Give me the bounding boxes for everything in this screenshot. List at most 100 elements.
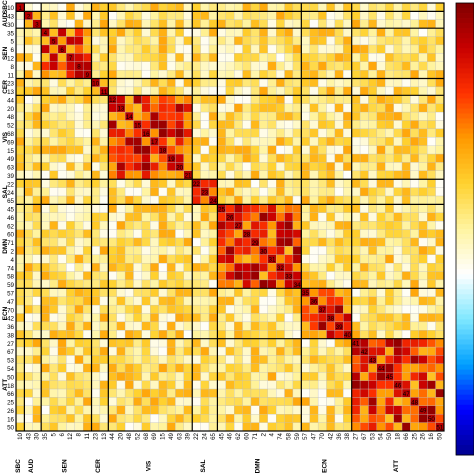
- heatmap-cell: [284, 170, 294, 180]
- heatmap-cell: [410, 414, 419, 423]
- colorbar-segment: [456, 319, 474, 325]
- heatmap-cell: [82, 422, 92, 432]
- heatmap-cell: [15, 397, 25, 406]
- colorbar-segment: [456, 439, 474, 446]
- row-label: 66: [7, 391, 14, 398]
- heatmap-cell: [141, 414, 151, 423]
- heatmap-cell: [108, 263, 117, 272]
- heatmap-cell: [250, 288, 260, 297]
- colorbar-segment: [456, 414, 474, 421]
- heatmap-cell: [284, 53, 294, 62]
- heatmap-cell: [292, 170, 302, 180]
- heatmap-cell: [158, 355, 168, 365]
- heatmap-cell: [242, 313, 252, 323]
- heatmap-cell: [141, 162, 151, 171]
- heatmap-cell: [393, 120, 403, 130]
- heatmap-cell: [158, 288, 168, 297]
- heatmap-cell: [284, 321, 294, 331]
- heatmap-cell: [158, 78, 168, 88]
- heatmap-cell: [108, 44, 117, 54]
- heatmap-cell: [242, 204, 252, 213]
- heatmap-cell: [217, 304, 226, 314]
- heatmap-cell: [376, 195, 386, 205]
- heatmap-cell: [410, 422, 419, 432]
- heatmap-cell: [217, 69, 226, 79]
- heatmap-cell: [292, 36, 302, 46]
- heatmap-cell: [116, 229, 126, 239]
- heatmap-cell: [15, 221, 25, 230]
- heatmap-cell: [116, 296, 126, 306]
- colorbar-segment: [456, 304, 474, 310]
- heatmap-cell: [267, 422, 277, 432]
- heatmap-cell: [242, 212, 252, 222]
- heatmap-cell: [108, 137, 117, 146]
- column-label: 71: [252, 432, 259, 439]
- heatmap-cell: [309, 11, 319, 20]
- heatmap-cell: [74, 195, 84, 205]
- heatmap-cell: [183, 128, 193, 138]
- heatmap-cell: [166, 204, 176, 213]
- heatmap-cell: [334, 271, 344, 281]
- heatmap-cell: [418, 372, 428, 381]
- heatmap-cell: [242, 397, 252, 406]
- heatmap-cell: [175, 355, 184, 365]
- heatmap-cell: [317, 397, 327, 406]
- colorbar-segment: [456, 279, 474, 285]
- colorbar-segment: [456, 188, 474, 195]
- heatmap-cell: [234, 212, 243, 222]
- colorbar-segment: [456, 309, 474, 315]
- heatmap-cell: [435, 388, 445, 398]
- heatmap-cell: [150, 53, 159, 62]
- heatmap-cell: [317, 271, 327, 281]
- colorbar-segment: [456, 63, 474, 69]
- heatmap-cell: [217, 363, 226, 373]
- heatmap-cell: [57, 78, 67, 88]
- row-label: 22: [7, 181, 14, 188]
- heatmap-cell: [82, 330, 92, 339]
- heatmap-cell: [393, 28, 403, 37]
- heatmap-cell: [267, 246, 277, 255]
- heatmap-cell: [24, 145, 33, 155]
- heatmap-cell: [41, 363, 50, 373]
- heatmap-cell: [183, 204, 193, 213]
- heatmap-cell: [91, 271, 101, 281]
- heatmap-cell: [401, 355, 411, 365]
- heatmap-cell: [250, 86, 260, 96]
- heatmap-cell: [267, 36, 277, 46]
- heatmap-cell: [74, 120, 84, 130]
- heatmap-cell: [401, 346, 411, 356]
- heatmap-cell: [74, 388, 84, 398]
- diagonal-label: 20: [176, 164, 183, 171]
- heatmap-cell: [385, 346, 394, 356]
- heatmap-cell: [74, 296, 84, 306]
- heatmap-cell: [234, 2, 243, 12]
- heatmap-cell: [393, 372, 403, 381]
- heatmap-cell: [32, 380, 42, 390]
- heatmap-cell: [276, 221, 285, 230]
- diagonal-label: 41: [352, 341, 359, 348]
- heatmap-cell: [410, 53, 419, 62]
- heatmap-cell: [435, 363, 445, 373]
- heatmap-cell: [309, 212, 319, 222]
- heatmap-cell: [200, 11, 210, 20]
- heatmap-cell: [393, 78, 403, 88]
- heatmap-cell: [57, 271, 67, 281]
- heatmap-cell: [150, 405, 159, 415]
- heatmap-cell: [334, 288, 344, 297]
- heatmap-cell: [301, 28, 310, 37]
- heatmap-cell: [150, 372, 159, 381]
- heatmap-cell: [351, 2, 361, 12]
- heatmap-cell: [343, 170, 352, 180]
- heatmap-cell: [82, 263, 92, 272]
- heatmap-cell: [343, 397, 352, 406]
- colorbar-segment: [456, 419, 474, 426]
- heatmap-cell: [351, 95, 361, 104]
- heatmap-cell: [183, 380, 193, 390]
- heatmap-cell: [401, 2, 411, 12]
- heatmap-cell: [74, 321, 84, 331]
- heatmap-cell: [301, 86, 310, 96]
- heatmap-cell: [74, 330, 84, 339]
- heatmap-cell: [234, 304, 243, 314]
- heatmap-cell: [158, 44, 168, 54]
- heatmap-cell: [250, 61, 260, 71]
